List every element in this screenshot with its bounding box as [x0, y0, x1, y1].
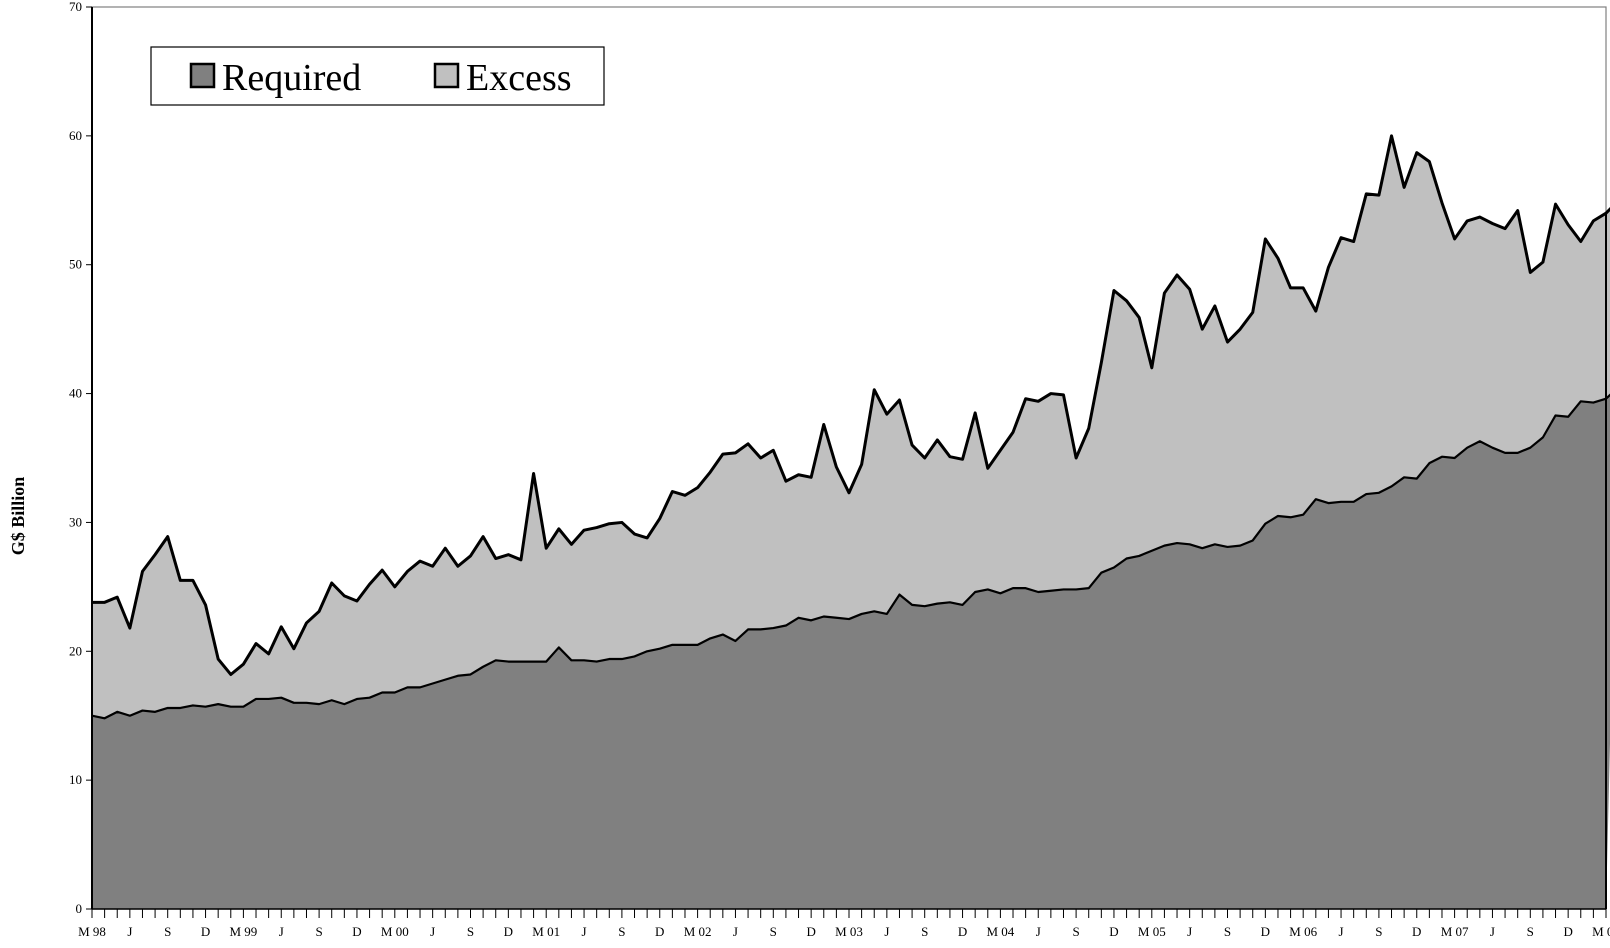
x-tick-label: J: [1036, 924, 1041, 939]
x-tick-label: S: [1072, 924, 1079, 939]
y-tick-label: 40: [69, 386, 82, 401]
y-tick-label: 20: [69, 643, 82, 658]
x-tick-label: M 01: [532, 924, 560, 939]
x-tick-label: J: [582, 924, 587, 939]
x-tick-label: S: [770, 924, 777, 939]
x-tick-label: M 02: [684, 924, 712, 939]
required-area: [92, 395, 1610, 909]
x-tick-label: D: [655, 924, 664, 939]
x-tick-label: D: [806, 924, 815, 939]
x-tick-label: D: [1261, 924, 1270, 939]
x-tick-label: J: [733, 924, 738, 939]
x-tick-label: M 03: [835, 924, 863, 939]
legend-excess-label: Excess: [466, 57, 572, 99]
x-tick-label: S: [467, 924, 474, 939]
x-tick-label: S: [1224, 924, 1231, 939]
legend-required-label: Required: [222, 57, 361, 99]
x-tick-label: J: [1339, 924, 1344, 939]
y-tick-label: 70: [69, 0, 82, 14]
x-tick-label: D: [201, 924, 210, 939]
legend: Required Excess: [150, 46, 605, 106]
x-tick-label: D: [504, 924, 513, 939]
y-axis-label: G$ Billion: [8, 477, 28, 556]
x-tick-label: S: [1375, 924, 1382, 939]
x-tick-label: M 08: [1592, 924, 1610, 939]
x-tick-label: S: [921, 924, 928, 939]
x-tick-label: M 98: [78, 924, 106, 939]
x-tick-label: J: [1490, 924, 1495, 939]
legend-excess-swatch: [433, 62, 460, 89]
x-tick-label: J: [279, 924, 284, 939]
x-tick-label: M 06: [1289, 924, 1317, 939]
x-tick-label: D: [958, 924, 967, 939]
x-tick-label: M 05: [1138, 924, 1166, 939]
x-tick-label: D: [1563, 924, 1572, 939]
y-axis-ticks: 0 10 20 30 40 50 60 70: [69, 0, 92, 916]
y-tick-label: 50: [69, 257, 82, 272]
x-tick-label: J: [884, 924, 889, 939]
y-tick-label: 30: [69, 514, 82, 529]
x-tick-label: M 07: [1441, 924, 1469, 939]
x-tick-label: D: [1109, 924, 1118, 939]
y-tick-label: 0: [76, 901, 83, 916]
y-tick-label: 10: [69, 772, 82, 787]
x-tick-label: S: [618, 924, 625, 939]
y-tick-label: 60: [69, 128, 82, 143]
excess-line: [92, 134, 1610, 676]
x-tick-label: J: [430, 924, 435, 939]
x-tick-label: J: [127, 924, 132, 939]
area-series-group: [91, 134, 1610, 909]
x-axis-ticks: M 98 J S D M 99 J S D M 00 J S D M 01 J S D M 02 J S D M 03 J…: [78, 909, 1610, 939]
x-tick-label: M 00: [381, 924, 409, 939]
x-tick-label: D: [1412, 924, 1421, 939]
required-line: [91, 393, 1610, 720]
x-tick-label: S: [315, 924, 322, 939]
x-tick-label: M 99: [229, 924, 257, 939]
legend-box: [150, 46, 605, 106]
legend-required-swatch: [189, 62, 216, 89]
x-tick-label: S: [164, 924, 171, 939]
x-tick-label: D: [352, 924, 361, 939]
x-tick-label: M 04: [986, 924, 1014, 939]
x-tick-label: J: [1187, 924, 1192, 939]
x-tick-label: S: [1527, 924, 1534, 939]
